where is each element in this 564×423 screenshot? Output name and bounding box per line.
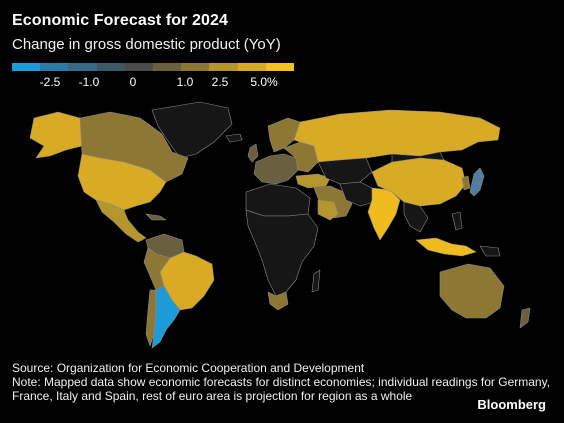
legend-labels: -2.5 -1.0 0 1.0 2.5 5.0% [12,75,294,91]
legend-swatch-4 [96,63,125,71]
legend-label-2-5: 2.5 [211,75,229,89]
color-legend: -2.5 -1.0 0 1.0 2.5 5.0% [12,63,295,91]
region-saudi-arabia [317,199,339,221]
legend-swatch-5 [124,63,154,71]
region-western-europe [253,153,299,185]
legend-swatch-7 [181,63,210,71]
region-madagascar [311,269,321,293]
legend-swatch-6 [153,63,182,71]
region-new-zealand [519,307,531,329]
region-japan [469,167,485,197]
region-papua [479,245,501,257]
region-argentina [151,285,181,349]
source-text: Source: Organization for Economic Cooper… [12,361,365,375]
legend-label-neg-1: -1.0 [78,75,100,89]
legend-swatch-3 [68,63,97,71]
region-southeast-asia [403,201,429,233]
region-south-korea [461,175,471,191]
region-greenland [151,101,233,159]
legend-label-neg-2-5: -2.5 [39,75,61,89]
legend-swatch-8 [209,63,238,71]
region-iceland [225,133,243,143]
region-sub-saharan-africa [245,209,319,297]
region-turkey [295,173,331,189]
region-alaska [29,111,83,159]
chart-title: Economic Forecast for 2024 [12,12,229,29]
region-uk [247,143,259,163]
legend-label-zero: 0 [129,75,137,89]
bloomberg-logo: Bloomberg [477,397,546,412]
legend-color-bar [12,63,295,71]
region-united-states [77,153,167,211]
note-text: Note: Mapped data show economic forecast… [12,375,551,403]
region-scandinavia [267,117,301,153]
region-south-africa [267,291,289,311]
region-india [367,187,401,241]
region-australia [439,263,505,319]
region-caribbean [145,213,167,221]
world-map [29,101,531,349]
region-north-africa [245,183,311,217]
region-mexico [95,199,147,243]
region-philippines [451,211,463,231]
legend-swatch-9 [237,63,266,71]
legend-swatch-10 [265,63,295,71]
legend-swatch-2 [40,63,69,71]
legend-label-5: 5.0% [250,75,278,89]
chart-subtitle: Change in gross domestic product (YoY) [12,36,281,53]
region-central-asia [317,157,373,185]
legend-label-1: 1.0 [176,75,194,89]
region-indonesia [415,237,477,257]
legend-swatch-1 [12,63,41,71]
region-mongolia [391,151,445,163]
